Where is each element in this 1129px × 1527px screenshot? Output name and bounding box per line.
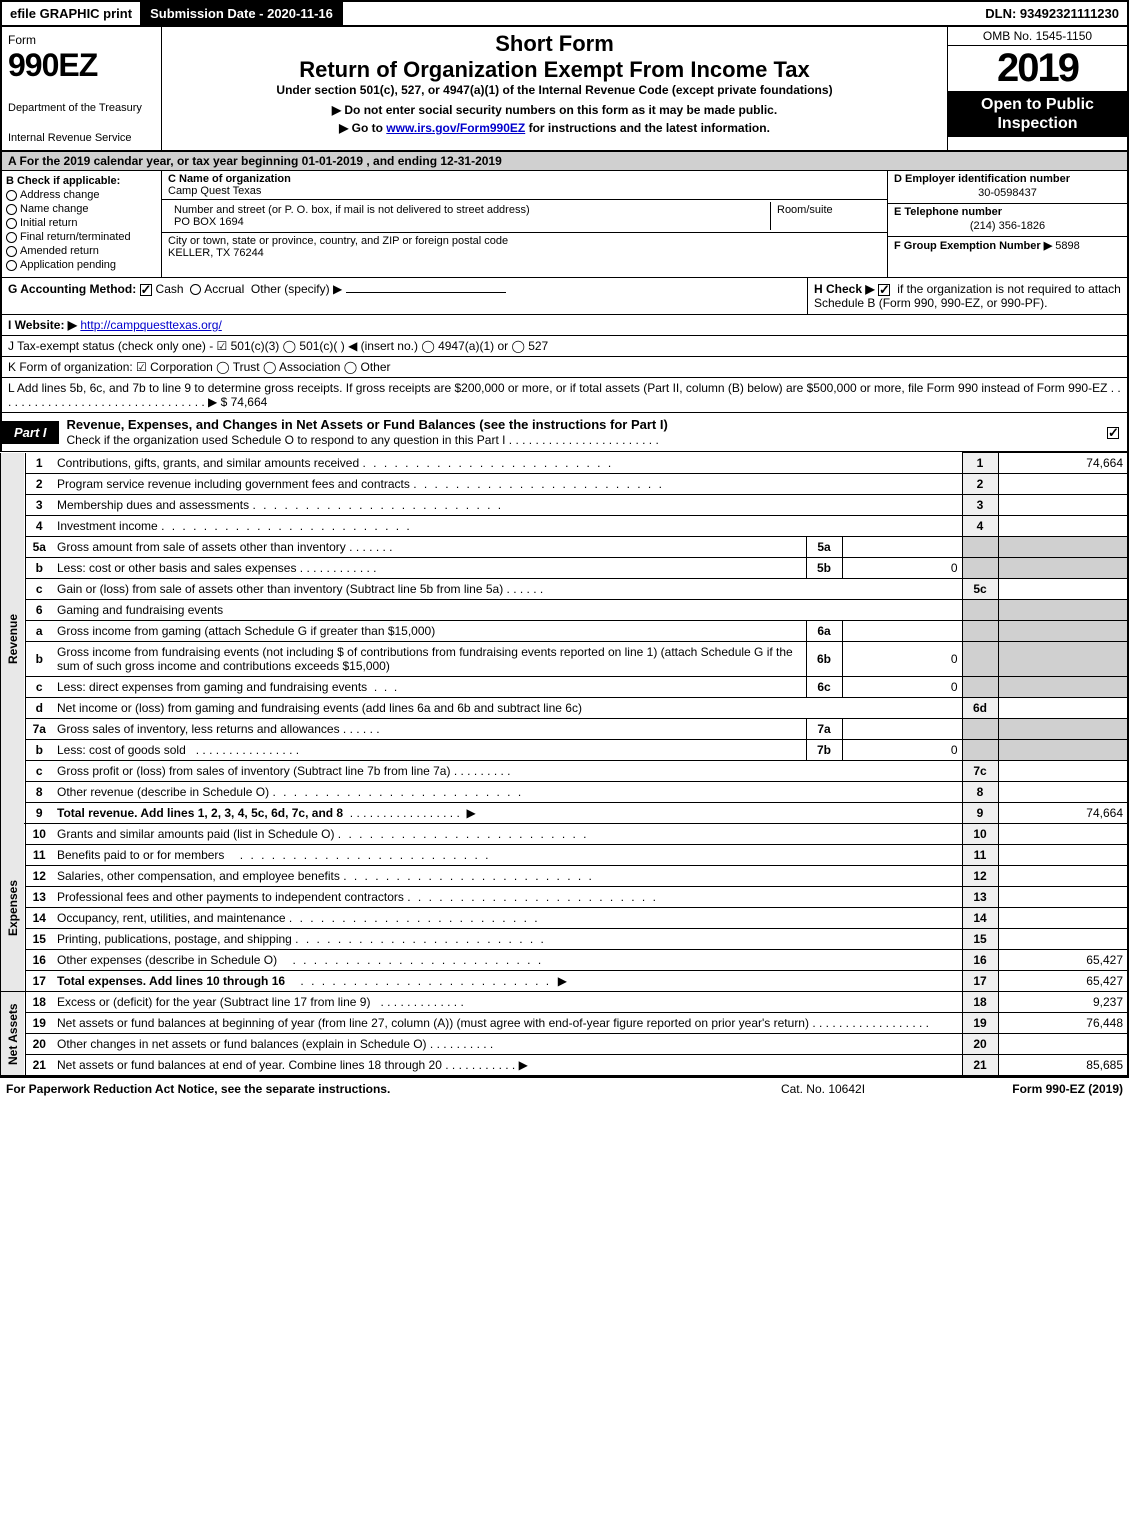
row-j-tax-status: J Tax-exempt status (check only one) - ☑… — [0, 336, 1129, 357]
part1-title: Revenue, Expenses, and Changes in Net As… — [59, 413, 1103, 451]
under-section: Under section 501(c), 527, or 4947(a)(1)… — [170, 83, 939, 97]
form-label: Form — [8, 33, 155, 47]
grp-label: F Group Exemption Number ▶ — [894, 240, 1052, 252]
chk-name-change[interactable]: Name change — [6, 203, 157, 215]
open-inspection: Open to Public Inspection — [948, 91, 1127, 137]
addr-label: Number and street (or P. O. box, if mail… — [174, 204, 530, 216]
col-c-org: C Name of organization Camp Quest Texas … — [162, 171, 887, 277]
goto-note: ▶ Go to www.irs.gov/Form990EZ for instru… — [170, 121, 939, 135]
header-center: Short Form Return of Organization Exempt… — [162, 27, 947, 150]
part1-table: Revenue 1 Contributions, gifts, grants, … — [0, 452, 1129, 1076]
header-left: Form 990EZ Department of the Treasury In… — [2, 27, 162, 150]
top-bar: efile GRAPHIC print Submission Date - 20… — [0, 0, 1129, 27]
chk-address-change[interactable]: Address change — [6, 189, 157, 201]
ein-label: D Employer identification number — [894, 173, 1070, 185]
dept-label: Department of the Treasury — [8, 102, 155, 114]
expenses-side-label: Expenses — [1, 824, 25, 992]
org-name-label: C Name of organization — [168, 173, 291, 185]
website-link[interactable]: http://campquesttexas.org/ — [80, 318, 221, 332]
chk-pending[interactable]: Application pending — [6, 259, 157, 271]
tax-year: 2019 — [948, 46, 1127, 91]
dln-label: DLN: 93492321111230 — [977, 2, 1127, 25]
row-g-h: G Accounting Method: Cash Accrual Other … — [0, 278, 1129, 315]
page-footer: For Paperwork Reduction Act Notice, see … — [0, 1076, 1129, 1100]
city-value: KELLER, TX 76244 — [168, 247, 264, 259]
chk-initial-return[interactable]: Initial return — [6, 217, 157, 229]
col-b-checkboxes: B Check if applicable: Address change Na… — [2, 171, 162, 277]
row-l-gross: L Add lines 5b, 6c, and 7b to line 9 to … — [0, 378, 1129, 413]
city-label: City or town, state or province, country… — [168, 235, 508, 247]
efile-label[interactable]: efile GRAPHIC print — [2, 2, 140, 25]
submission-date: Submission Date - 2020-11-16 — [140, 2, 343, 25]
footer-right: Form 990-EZ (2019) — [923, 1082, 1123, 1096]
chk-cash[interactable] — [140, 284, 152, 296]
header-right: OMB No. 1545-1150 2019 Open to Public In… — [947, 27, 1127, 150]
form-number: 990EZ — [8, 47, 155, 84]
irs-link[interactable]: www.irs.gov/Form990EZ — [386, 121, 525, 135]
irs-label: Internal Revenue Service — [8, 132, 155, 144]
row-k-form-org: K Form of organization: ☑ Corporation ◯ … — [0, 357, 1129, 378]
grp-value: 5898 — [1055, 240, 1079, 252]
footer-left: For Paperwork Reduction Act Notice, see … — [6, 1082, 723, 1096]
other-specify-input[interactable] — [346, 292, 506, 293]
row-h: H Check ▶ if the organization is not req… — [807, 278, 1127, 314]
part1-label: Part I — [2, 421, 59, 444]
footer-mid: Cat. No. 10642I — [723, 1082, 923, 1096]
tel-value: (214) 356-1826 — [894, 218, 1121, 234]
col-d-ein: D Employer identification number 30-0598… — [887, 171, 1127, 277]
line-desc: Contributions, gifts, grants, and simila… — [53, 453, 962, 474]
chk-final-return[interactable]: Final return/terminated — [6, 231, 157, 243]
form-header: Form 990EZ Department of the Treasury In… — [0, 27, 1129, 152]
line-num: 1 — [25, 453, 53, 474]
col-b-label: B Check if applicable: — [6, 175, 157, 187]
addr-value: PO BOX 1694 — [174, 216, 244, 228]
chk-amended[interactable]: Amended return — [6, 245, 157, 257]
org-info-block: B Check if applicable: Address change Na… — [0, 171, 1129, 278]
netassets-side-label: Net Assets — [1, 992, 25, 1076]
part1-checkbox[interactable] — [1103, 425, 1127, 439]
return-title: Return of Organization Exempt From Incom… — [170, 57, 939, 83]
org-name: Camp Quest Texas — [168, 185, 261, 197]
accounting-method: G Accounting Method: Cash Accrual Other … — [2, 278, 807, 314]
chk-accrual[interactable] — [190, 284, 201, 295]
short-form-title: Short Form — [170, 31, 939, 57]
row-i-website: I Website: ▶ http://campquesttexas.org/ — [0, 315, 1129, 336]
part1-header: Part I Revenue, Expenses, and Changes in… — [0, 413, 1129, 452]
chk-schedule-b[interactable] — [878, 284, 890, 296]
revenue-side-label: Revenue — [1, 453, 25, 824]
tel-label: E Telephone number — [894, 206, 1002, 218]
room-label: Room/suite — [777, 204, 833, 216]
line-amt: 74,664 — [998, 453, 1128, 474]
omb-number: OMB No. 1545-1150 — [948, 27, 1127, 46]
ein-value: 30-0598437 — [894, 185, 1121, 201]
row-a-tax-year: A For the 2019 calendar year, or tax yea… — [0, 152, 1129, 171]
ssn-note: ▶ Do not enter social security numbers o… — [170, 103, 939, 117]
